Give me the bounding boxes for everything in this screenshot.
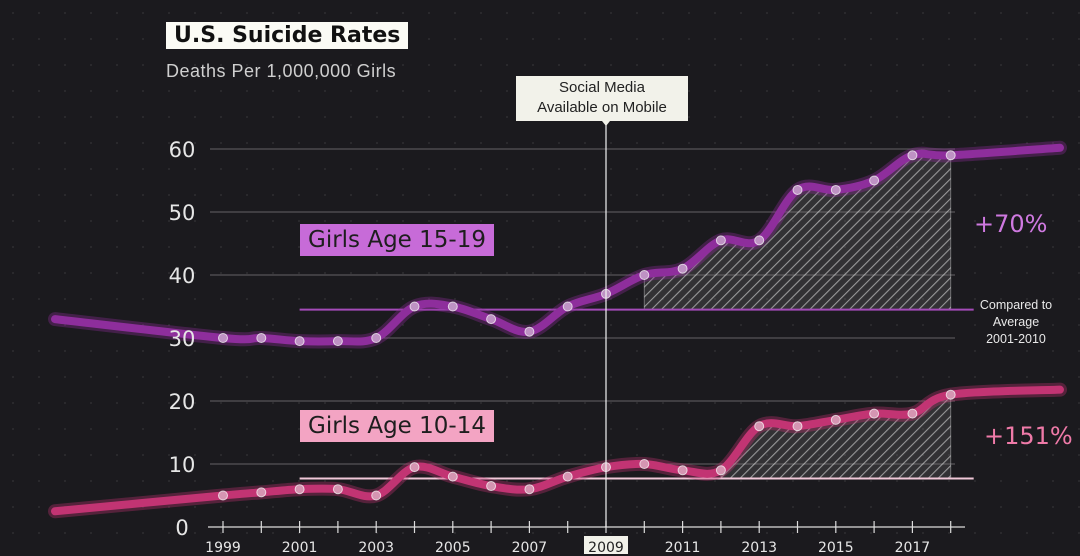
x-tick-label: 2011 [665,540,701,556]
data-point [447,301,458,312]
data-point [830,184,841,195]
comparison-line-3: 2001-2010 [986,332,1046,346]
x-tick-label: 2013 [741,540,777,556]
data-point [754,235,765,246]
data-point [447,471,458,482]
data-point [945,389,956,400]
y-tick-label: 30 [169,327,196,351]
y-tick-label: 40 [169,264,196,288]
data-point [218,490,228,501]
event-line-1: Social Media [559,79,645,96]
data-point [486,481,497,492]
data-point [677,465,688,476]
data-point [677,263,688,274]
data-point [562,471,573,482]
y-tick-label: 60 [169,138,196,162]
data-point [256,487,267,498]
data-point [907,150,918,161]
data-point [792,184,803,195]
y-tick-label: 10 [169,453,196,477]
change-area-hatch [643,152,952,311]
data-point [524,484,535,495]
comparison-line-1: Compared to [979,298,1053,312]
data-point [486,314,497,325]
data-point [371,490,382,501]
data-point [409,301,420,312]
data-point [715,465,726,476]
x-tick-label: 2017 [895,540,931,556]
x-tick-label: 2007 [512,540,548,556]
x-tick-label: 1999 [205,540,241,556]
x-tick-highlight [584,536,628,554]
data-point [715,235,726,246]
y-tick-label: 0 [175,516,188,540]
data-point [562,301,573,312]
data-point [294,336,305,347]
comparison-line-2: Average [992,315,1040,329]
y-tick-label: 50 [169,201,196,225]
data-point [754,421,765,432]
data-point [869,408,880,419]
y-tick-label: 20 [169,390,196,414]
change-label-15-19: +70% [974,210,1048,238]
comparison-note: Compared to Average 2001-2010 [966,297,1066,348]
data-point [371,333,382,343]
event-line-2: Available on Mobile [537,99,667,116]
x-tick-label: 2001 [282,540,318,556]
x-tick-label: 2005 [435,540,471,556]
series-label-15-19: Girls Age 15-19 [300,224,494,256]
event-pointer [602,121,610,126]
data-point [256,333,267,343]
x-tick-label: 2009 [588,540,624,556]
data-point [639,459,650,469]
x-tick-label: 2003 [358,540,394,556]
change-label-10-14: +151% [984,422,1073,450]
data-point [409,462,420,473]
data-point [639,270,650,280]
chart-subtitle: Deaths Per 1,000,000 Girls [166,61,397,81]
data-point [792,421,803,432]
event-annotation: Social Media Available on Mobile [516,76,688,121]
data-point [945,150,956,161]
data-point [332,484,343,495]
data-point [830,414,841,425]
series-label-10-14: Girls Age 10-14 [300,410,494,442]
data-point [907,408,918,419]
data-point [218,333,228,343]
data-point [869,175,880,186]
data-point [294,484,305,495]
data-point [524,326,535,337]
x-tick-label: 2015 [818,540,854,556]
data-point [332,336,343,347]
chart-title: U.S. Suicide Rates [166,22,409,49]
